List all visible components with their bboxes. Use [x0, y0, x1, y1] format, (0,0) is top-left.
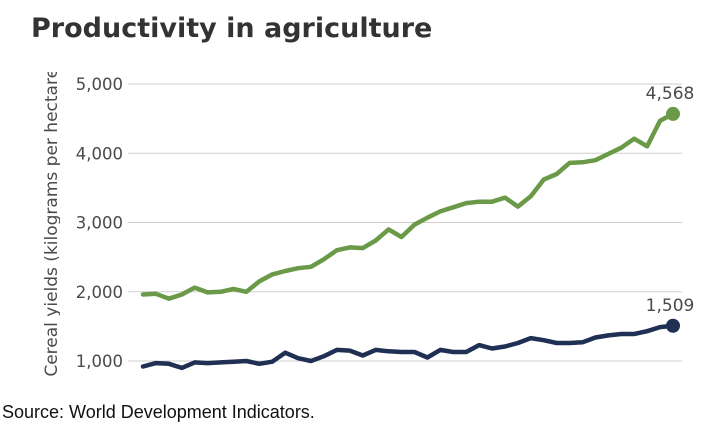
y-tick-label: 3,000 — [76, 214, 123, 233]
y-tick-label: 2,000 — [76, 283, 123, 302]
gridlines — [128, 83, 682, 362]
chart-title: Productivity in agriculture — [31, 13, 432, 44]
series-end-label-1: 1,509 — [646, 296, 695, 316]
series-end-point-1 — [666, 318, 680, 333]
y-tick-label: 4,000 — [76, 144, 123, 163]
series-line-1 — [140, 323, 676, 371]
series-line-0 — [140, 111, 676, 301]
y-tick-label: 1,000 — [76, 352, 123, 371]
y-tick-labels: 1,000 2,000 3,000 4,000 5,000 — [76, 75, 123, 371]
series-end-label-0: 4,568 — [646, 84, 695, 104]
source-note: Source: World Development Indicators. — [2, 402, 315, 422]
y-tick-label: 5,000 — [76, 75, 123, 94]
y-axis-label: Cereal yields (kilograms per hectare) — [42, 61, 62, 376]
series-layer: 4,568 1,509 — [140, 84, 695, 371]
series-end-point-0 — [666, 106, 680, 121]
